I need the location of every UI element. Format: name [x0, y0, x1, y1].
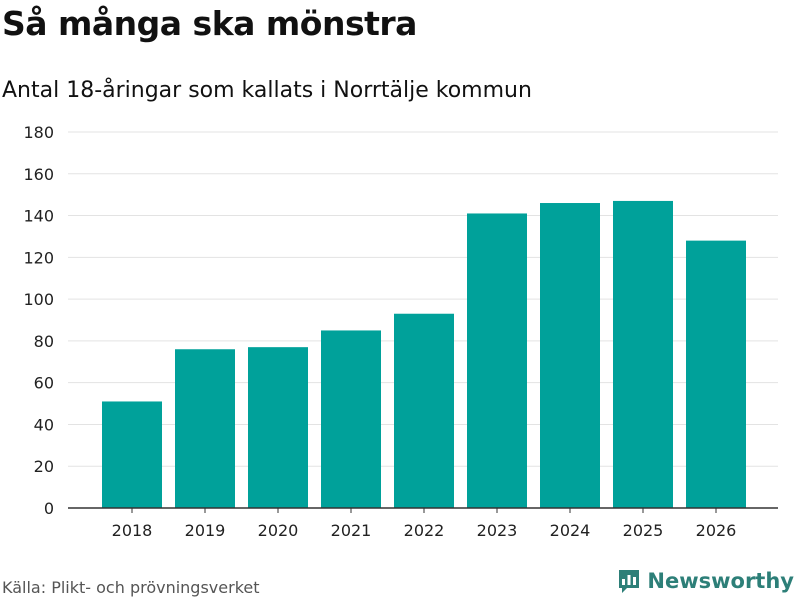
x-tick-label: 2018	[112, 521, 153, 540]
x-tick-label: 2021	[331, 521, 372, 540]
brand-logo: Newsworthy	[617, 568, 794, 594]
brand-name: Newsworthy	[647, 569, 794, 593]
y-tick-label: 160	[23, 165, 54, 184]
x-tick-label: 2022	[404, 521, 445, 540]
x-tick-label: 2024	[550, 521, 591, 540]
x-axis-ticks: 2018 2019 2020 2021 2022 2023 2024 2025 2026	[112, 508, 737, 540]
bar-2026	[686, 240, 746, 508]
bar-2022	[394, 313, 454, 508]
x-tick-label: 2020	[258, 521, 299, 540]
bars	[102, 200, 746, 508]
bar-2021	[321, 330, 381, 508]
bar-2023	[467, 213, 527, 508]
y-tick-label: 120	[23, 248, 54, 267]
y-tick-label: 180	[23, 123, 54, 142]
y-tick-label: 60	[34, 374, 54, 393]
y-tick-label: 140	[23, 207, 54, 226]
x-tick-label: 2025	[623, 521, 664, 540]
x-tick-label: 2019	[185, 521, 226, 540]
y-tick-label: 100	[23, 290, 54, 309]
bar-2020	[248, 347, 308, 508]
y-tick-label: 20	[34, 457, 54, 476]
x-tick-label: 2023	[477, 521, 518, 540]
bar-chart-speech-icon	[617, 568, 641, 594]
x-tick-label: 2026	[696, 521, 737, 540]
bar-2018	[102, 401, 162, 508]
bar-2024	[540, 203, 600, 508]
y-tick-label: 0	[44, 499, 54, 518]
chart-title: Så många ska mönstra	[2, 4, 417, 43]
bar-2025	[613, 200, 673, 508]
bar-2019	[175, 349, 235, 508]
y-tick-label: 80	[34, 332, 54, 351]
source-note: Källa: Plikt- och prövningsverket	[2, 578, 260, 597]
y-tick-label: 40	[34, 415, 54, 434]
y-axis-ticks: 0 20 40 60 80 100 120 140 160 180	[23, 123, 54, 518]
chart-subtitle: Antal 18-åringar som kallats i Norrtälje…	[2, 78, 532, 103]
